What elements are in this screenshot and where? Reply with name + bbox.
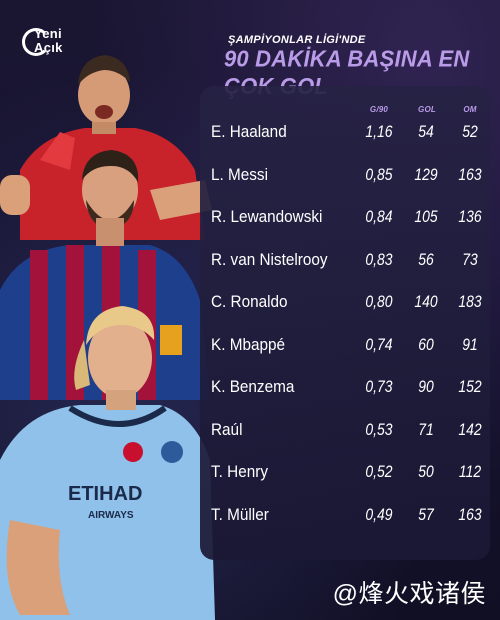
stat-gol: 54 (418, 122, 434, 141)
stat-om: 152 (458, 377, 482, 396)
stat-g90: 0,84 (365, 207, 393, 226)
stat-om: 163 (458, 164, 482, 184)
column-header-g90: G/90 (369, 105, 389, 114)
player-name: K. Benzema (211, 377, 295, 396)
stat-g90: 0,85 (365, 164, 393, 184)
stat-g90: 1,16 (365, 122, 393, 141)
stat-om: 52 (462, 122, 478, 141)
stat-g90: 0,80 (365, 292, 393, 311)
player-name: T. Müller (211, 504, 269, 524)
sponsor-subtext: AIRWAYS (88, 510, 134, 521)
stat-g90: 0,74 (365, 334, 393, 354)
table-row: E. Haaland 1,16 54 52 (0, 117, 500, 147)
haaland-figure: ETIHAD AIRWAYS (0, 306, 215, 620)
header-subtitle: ŞAMPİYONLAR LİGİ'NDE (228, 34, 366, 46)
player-name: R. van Nistelrooy (211, 249, 328, 269)
stat-gol: 50 (418, 462, 434, 481)
yeni-acik-logo: Yeni Açık (22, 24, 88, 60)
stat-om: 163 (458, 504, 482, 524)
stat-om: 136 (458, 207, 482, 226)
player-name: K. Mbappé (211, 334, 286, 354)
player-name: L. Messi (211, 164, 268, 184)
table-row: K. Benzema 0,73 90 152 (0, 372, 500, 402)
player-name: E. Haaland (211, 122, 287, 141)
table-row: K. Mbappé 0,74 60 91 (0, 330, 500, 360)
table-row: L. Messi 0,85 129 163 (0, 160, 500, 190)
column-header-gol: GOL (418, 105, 436, 114)
player-name: Raúl (211, 419, 243, 439)
stat-g90: 0,52 (365, 462, 393, 481)
stat-om: 112 (458, 462, 482, 481)
table-row: C. Ronaldo 0,80 140 183 (0, 287, 500, 317)
table-row: T. Müller 0,49 57 163 (0, 500, 500, 530)
stat-gol: 140 (414, 292, 438, 311)
table-row: T. Henry 0,52 50 112 (0, 457, 500, 487)
stat-gol: 71 (418, 419, 434, 439)
logo-ring-icon (22, 28, 50, 56)
stat-gol: 105 (414, 207, 438, 226)
player-name: C. Ronaldo (211, 292, 288, 311)
stat-om: 183 (458, 292, 482, 311)
stat-om: 73 (462, 249, 478, 269)
stat-g90: 0,53 (365, 419, 393, 439)
player-name: T. Henry (211, 462, 268, 481)
stat-gol: 56 (418, 249, 434, 269)
stat-gol: 57 (418, 504, 434, 524)
logo-line2: Açık (34, 40, 63, 55)
logo-line1: Yeni (34, 26, 62, 41)
stat-gol: 90 (418, 377, 434, 396)
stat-gol: 60 (418, 334, 434, 354)
table-row: R. Lewandowski 0,84 105 136 (0, 202, 500, 232)
stat-om: 142 (458, 419, 482, 439)
sponsor-text: ETIHAD (68, 483, 142, 505)
stat-om: 91 (462, 334, 478, 354)
stat-g90: 0,83 (365, 249, 393, 269)
watermark: @烽火戏诸侯 (332, 580, 486, 608)
stat-g90: 0,49 (365, 504, 393, 524)
column-header-om: OM (463, 105, 477, 114)
players-illustration: ETIHAD AIRWAYS (0, 55, 215, 620)
table-row: Raúl 0,53 71 142 (0, 415, 500, 445)
player-name: R. Lewandowski (211, 207, 323, 226)
stat-g90: 0,73 (365, 377, 393, 396)
stats-table-panel (200, 86, 490, 560)
stat-gol: 129 (414, 164, 438, 184)
table-row: R. van Nistelrooy 0,83 56 73 (0, 245, 500, 275)
